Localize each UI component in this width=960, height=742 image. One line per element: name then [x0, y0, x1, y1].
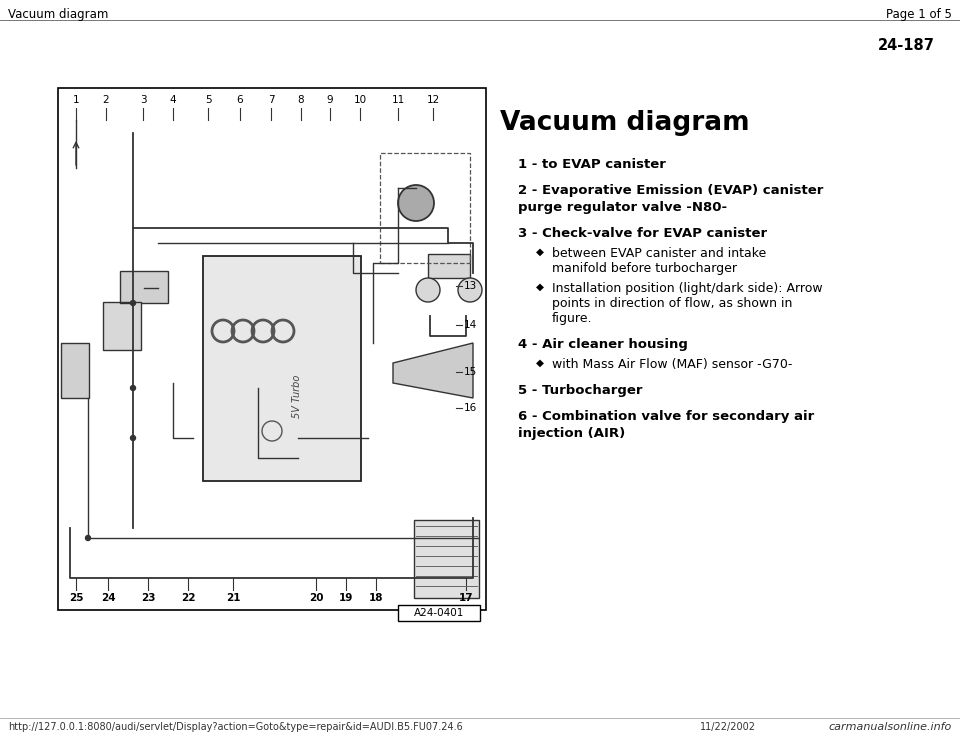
- Text: 3 - Check-valve for EVAP canister: 3 - Check-valve for EVAP canister: [518, 227, 767, 240]
- Text: Vacuum diagram: Vacuum diagram: [500, 110, 750, 136]
- Text: 11/22/2002: 11/22/2002: [700, 722, 756, 732]
- Text: 23: 23: [141, 593, 156, 603]
- Text: 6: 6: [237, 95, 243, 105]
- Text: ◆: ◆: [536, 358, 544, 368]
- Text: 25: 25: [69, 593, 84, 603]
- Bar: [380, 153, 470, 263]
- Text: 1: 1: [73, 95, 80, 105]
- Text: injection (AIR): injection (AIR): [518, 427, 625, 440]
- Text: 19: 19: [339, 593, 353, 603]
- Circle shape: [398, 185, 434, 221]
- Bar: [103, 302, 141, 350]
- Text: 1 - to EVAP canister: 1 - to EVAP canister: [518, 158, 666, 171]
- Circle shape: [85, 536, 90, 540]
- Text: 3: 3: [140, 95, 146, 105]
- Text: 4: 4: [170, 95, 177, 105]
- Text: between EVAP canister and intake: between EVAP canister and intake: [552, 247, 766, 260]
- Text: figure.: figure.: [552, 312, 592, 325]
- Text: ◆: ◆: [536, 247, 544, 257]
- Text: A24-0401: A24-0401: [414, 608, 465, 618]
- Text: manifold before turbocharger: manifold before turbocharger: [552, 262, 737, 275]
- Text: 8: 8: [298, 95, 304, 105]
- Text: Page 1 of 5: Page 1 of 5: [886, 8, 952, 21]
- Text: 24: 24: [101, 593, 115, 603]
- Text: purge regulator valve -N80-: purge regulator valve -N80-: [518, 201, 727, 214]
- Text: Vacuum diagram: Vacuum diagram: [8, 8, 108, 21]
- Text: 22: 22: [180, 593, 195, 603]
- Text: with Mass Air Flow (MAF) sensor -G70-: with Mass Air Flow (MAF) sensor -G70-: [552, 358, 792, 371]
- Bar: [414, 520, 479, 598]
- Text: 11: 11: [392, 95, 404, 105]
- Text: http://127.0.0.1:8080/audi/servlet/Display?action=Goto&type=repair&id=AUDI.B5.FU: http://127.0.0.1:8080/audi/servlet/Displ…: [8, 722, 463, 732]
- Bar: [120, 271, 168, 303]
- Text: 2: 2: [103, 95, 109, 105]
- Circle shape: [131, 386, 135, 390]
- Text: 14: 14: [464, 320, 476, 330]
- Text: 2 - Evaporative Emission (EVAP) canister: 2 - Evaporative Emission (EVAP) canister: [518, 184, 824, 197]
- Text: 24-187: 24-187: [878, 38, 935, 53]
- Text: 5: 5: [204, 95, 211, 105]
- Text: ◆: ◆: [536, 282, 544, 292]
- Text: 17: 17: [459, 593, 473, 603]
- Text: 10: 10: [353, 95, 367, 105]
- Text: 9: 9: [326, 95, 333, 105]
- Circle shape: [131, 436, 135, 441]
- Bar: [203, 256, 361, 481]
- Polygon shape: [393, 343, 473, 398]
- Text: 20: 20: [309, 593, 324, 603]
- Text: 7: 7: [268, 95, 275, 105]
- Text: 4 - Air cleaner housing: 4 - Air cleaner housing: [518, 338, 688, 351]
- Text: points in direction of flow, as shown in: points in direction of flow, as shown in: [552, 297, 792, 310]
- Bar: [61, 343, 89, 398]
- Text: 5 - Turbocharger: 5 - Turbocharger: [518, 384, 642, 397]
- Text: 13: 13: [464, 281, 476, 291]
- Text: 6 - Combination valve for secondary air: 6 - Combination valve for secondary air: [518, 410, 814, 423]
- Text: carmanualsonline.info: carmanualsonline.info: [828, 722, 952, 732]
- Bar: [428, 254, 470, 278]
- Circle shape: [416, 278, 440, 302]
- Text: 12: 12: [426, 95, 440, 105]
- Text: 15: 15: [464, 367, 476, 377]
- Bar: [398, 605, 480, 621]
- Text: 16: 16: [464, 403, 476, 413]
- Text: 21: 21: [226, 593, 240, 603]
- Circle shape: [131, 301, 135, 306]
- Text: 18: 18: [369, 593, 383, 603]
- Text: Installation position (light/dark side): Arrow: Installation position (light/dark side):…: [552, 282, 823, 295]
- Text: 5V Turbo: 5V Turbo: [292, 374, 302, 418]
- Bar: [58, 88, 486, 610]
- Circle shape: [458, 278, 482, 302]
